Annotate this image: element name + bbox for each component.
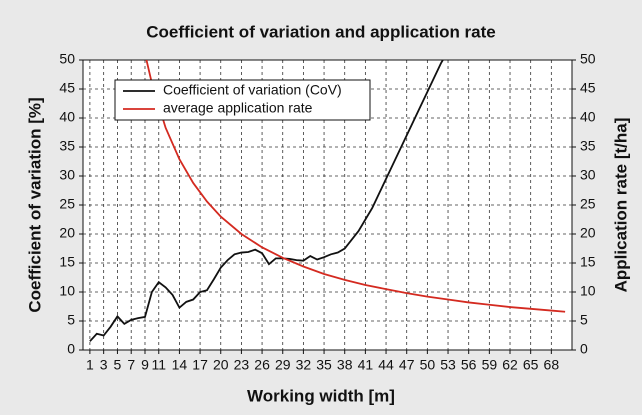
legend-label: average application rate (163, 100, 313, 116)
x-tick-label: 41 (358, 357, 374, 373)
y-tick-label: 0 (67, 341, 75, 357)
plot-frame (82, 59, 573, 351)
series-group (89, 60, 566, 342)
x-tick-label: 50 (420, 357, 436, 373)
x-tick-label: 11 (151, 357, 166, 373)
x-tick-label: 68 (544, 357, 560, 373)
x-tick-label: 44 (378, 357, 394, 373)
x-tick-label: 65 (523, 357, 539, 373)
x-tick-label: 26 (254, 357, 270, 373)
y2-tick-label: 10 (580, 283, 596, 299)
legend-box (114, 79, 371, 121)
chart-title: Coefficient of variation and application… (146, 22, 496, 41)
x-tick-label: 32 (296, 357, 312, 373)
y-tick-label: 15 (59, 254, 75, 270)
y2-tick-label: 5 (580, 312, 588, 328)
x-tick-label: 3 (100, 357, 108, 373)
x-tick-label: 56 (461, 357, 477, 373)
x-tick-label: 7 (127, 357, 135, 373)
y-tick-label: 40 (59, 109, 75, 125)
x-tick-label: 5 (114, 357, 122, 373)
y-tick-label: 50 (59, 51, 75, 67)
series-line (89, 60, 444, 342)
y2-tick-label: 0 (580, 341, 588, 357)
y2-tick-label: 45 (580, 80, 596, 96)
x-tick-label: 9 (141, 357, 149, 373)
x-tick-label: 20 (213, 357, 229, 373)
series-line (145, 60, 566, 313)
x-tick-label: 59 (482, 357, 498, 373)
y-tick-label: 5 (67, 312, 75, 328)
y2-tick-label: 25 (580, 196, 596, 212)
y2-axis-title: Application rate [t/ha] (611, 118, 630, 293)
y-axis-title: Coefficient of variation [%] (25, 97, 44, 312)
y-tick-label: 10 (59, 283, 75, 299)
y2-tick-label: 40 (580, 109, 596, 125)
x-tick-label: 47 (399, 357, 415, 373)
x-tick-label: 62 (502, 357, 518, 373)
x-tick-label: 29 (275, 357, 291, 373)
x-tick-label: 38 (337, 357, 353, 373)
x-tick-label: 35 (316, 357, 332, 373)
y2-tick-label: 35 (580, 138, 596, 154)
y2-tick-label: 15 (580, 254, 596, 270)
x-tick-label: 14 (172, 357, 188, 373)
y-tick-label: 25 (59, 196, 75, 212)
y-tick-label: 20 (59, 225, 75, 241)
x-tick-label: 23 (234, 357, 250, 373)
x-tick-label: 1 (86, 357, 94, 373)
x-tick-label: 53 (440, 357, 456, 373)
y-tick-label: 45 (59, 80, 75, 96)
x-axis-title: Working width [m] (247, 386, 395, 405)
y2-tick-label: 20 (580, 225, 596, 241)
y2-tick-label: 30 (580, 167, 596, 183)
x-tick-label: 17 (192, 357, 208, 373)
y2-tick-label: 50 (580, 51, 596, 67)
legend-label: Coefficient of variation (CoV) (163, 82, 342, 98)
y-tick-label: 35 (59, 138, 75, 154)
y-tick-label: 30 (59, 167, 75, 183)
